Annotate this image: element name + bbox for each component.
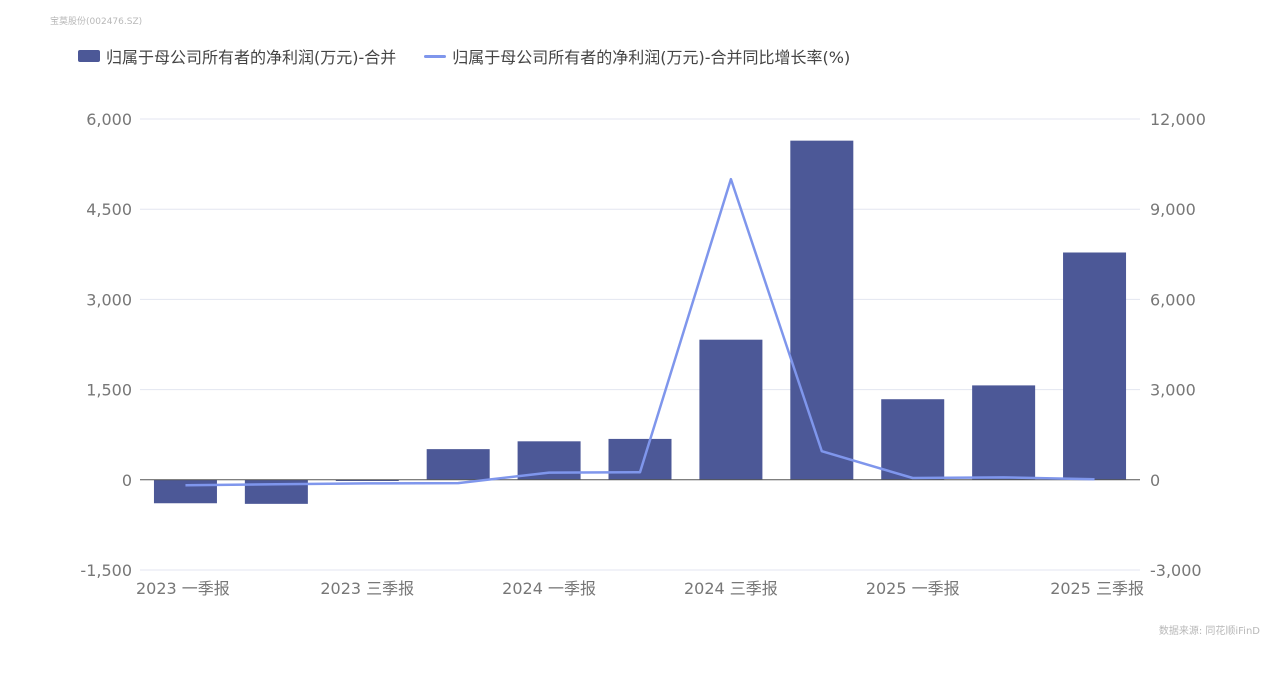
x-tick-label: 2025 一季报	[866, 579, 960, 598]
bar	[426, 449, 490, 480]
x-tick-label: 2023 一季报	[136, 579, 230, 598]
bar	[1063, 252, 1127, 480]
y-right-tick-label: -3,000	[1150, 561, 1202, 580]
legend-item-bar[interactable]: 归属于母公司所有者的净利润(万元)-合并	[78, 44, 396, 68]
stock-label: 宝莫股份(002476.SZ)	[50, 17, 143, 27]
bar	[608, 438, 672, 480]
bar	[335, 479, 399, 482]
source-label: 数据来源: 同花顺iFinD	[1158, 626, 1260, 637]
y-left-tick-label: 1,500	[86, 381, 132, 400]
y-left-tick-label: 3,000	[86, 290, 132, 309]
y-right-tick-label: 12,000	[1150, 110, 1206, 129]
x-tick-label: 2023 三季报	[320, 579, 414, 598]
y-right-tick-label: 9,000	[1150, 200, 1196, 219]
y-left-tick-label: -1,500	[80, 561, 132, 580]
x-tick-label: 2024 一季报	[502, 579, 596, 598]
legend-line-swatch	[424, 54, 447, 58]
x-tick-label: 2025 三季报	[1050, 579, 1144, 598]
bar	[153, 479, 217, 504]
bar	[790, 140, 854, 480]
y-left-tick-label: 4,500	[86, 200, 132, 219]
legend-item-line[interactable]: 归属于母公司所有者的净利润(万元)-合并同比增长率(%)	[424, 44, 850, 68]
bar	[699, 339, 763, 480]
legend-bar-label: 归属于母公司所有者的净利润(万元)-合并	[106, 48, 397, 67]
y-right-tick-label: 3,000	[1150, 381, 1196, 400]
y-right-tick-label: 6,000	[1150, 290, 1196, 309]
y-right-tick-label: 0	[1150, 471, 1160, 490]
legend-line-label: 归属于母公司所有者的净利润(万元)-合并同比增长率(%)	[452, 48, 851, 67]
x-tick-label: 2024 三季报	[684, 579, 778, 598]
legend-bar-swatch	[78, 50, 100, 62]
y-left-tick-label: 6,000	[86, 110, 132, 129]
bar	[881, 399, 945, 480]
y-left-tick-label: 0	[122, 471, 132, 490]
chart-legend: 归属于母公司所有者的净利润(万元)-合并 归属于母公司所有者的净利润(万元)-合…	[78, 44, 878, 68]
growth-rate-line	[185, 177, 1095, 487]
bar	[972, 385, 1036, 480]
